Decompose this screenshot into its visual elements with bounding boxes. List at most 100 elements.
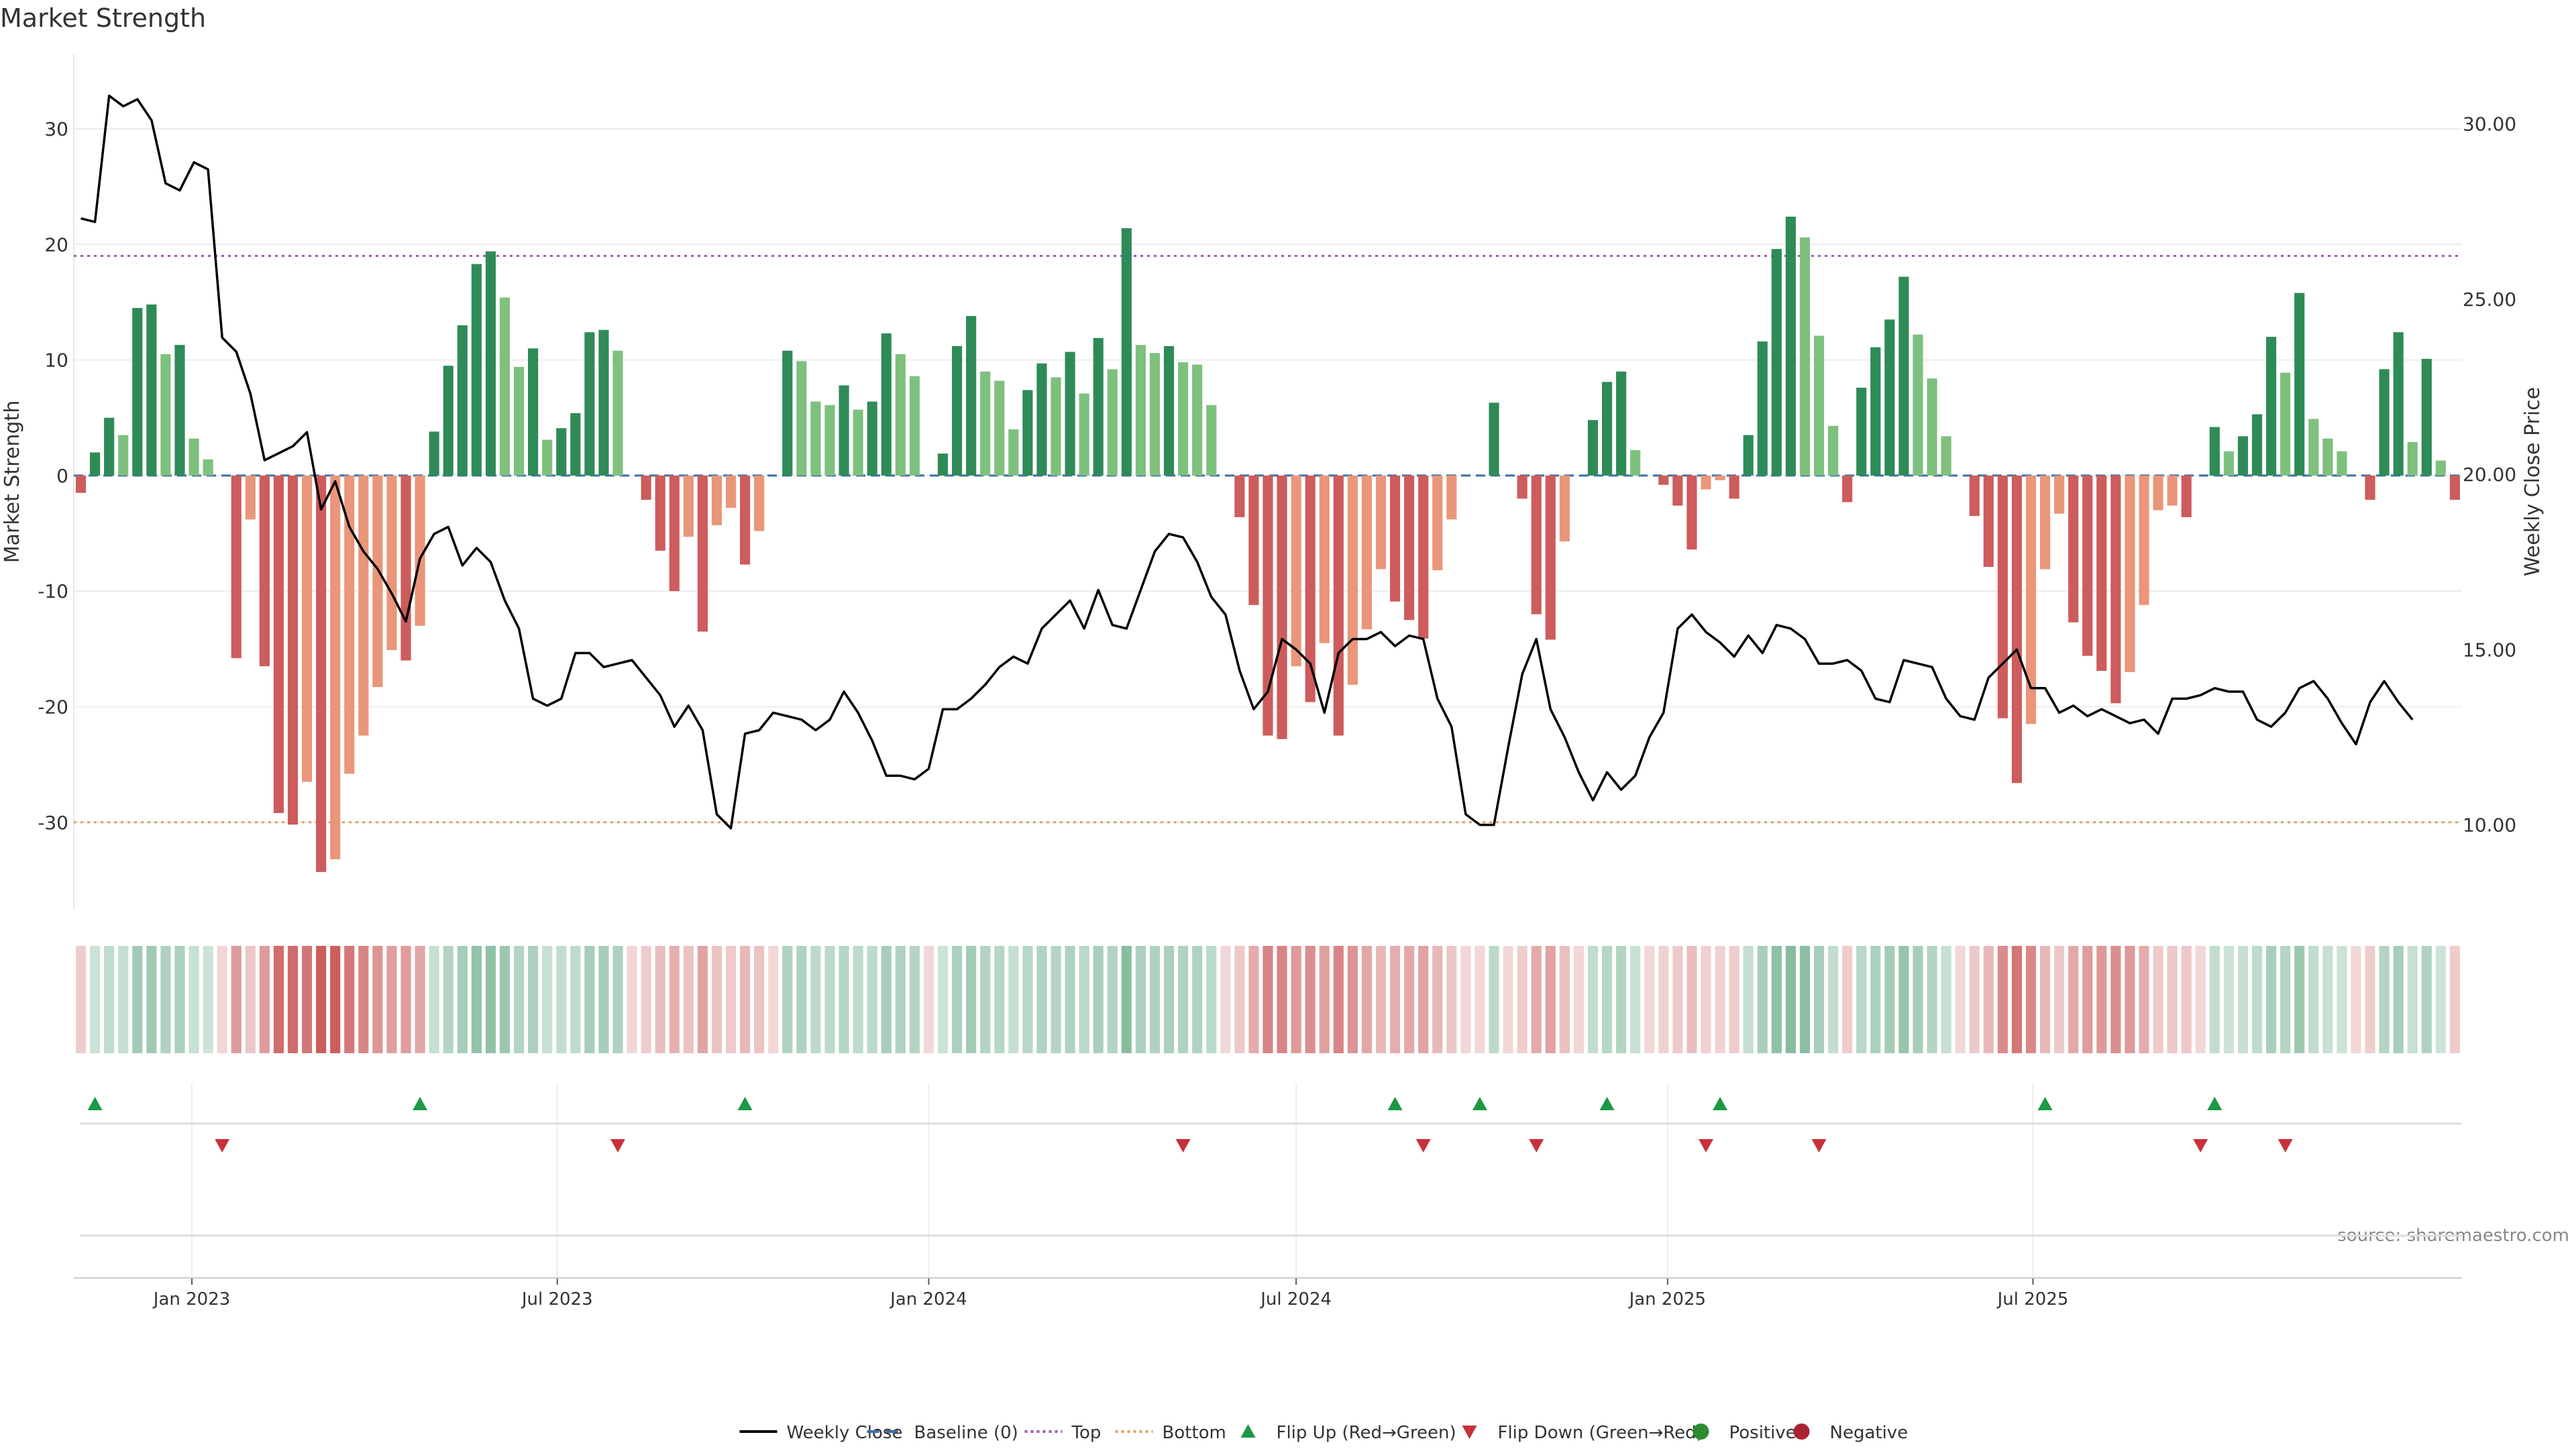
strength-bar	[881, 333, 892, 476]
flip-up-marker	[413, 1097, 428, 1110]
heat-cell	[1390, 946, 1401, 1053]
strength-bar	[415, 475, 425, 626]
heat-cell	[1432, 946, 1443, 1053]
heat-cell	[231, 946, 241, 1053]
right-tick-label: 10.00	[2463, 814, 2516, 837]
heat-cell	[217, 946, 227, 1053]
heat-cell	[1093, 946, 1104, 1053]
heat-cell	[683, 946, 694, 1053]
strength-bar	[1715, 475, 1725, 480]
strength-bar	[160, 354, 171, 476]
weekly-close-line	[80, 94, 2414, 830]
strength-bar	[853, 409, 863, 476]
heat-cell	[966, 946, 977, 1053]
strength-bar	[75, 475, 87, 493]
x-tick-label: Jul 2023	[521, 1289, 593, 1309]
heat-cell	[2054, 946, 2065, 1053]
heat-cell	[1729, 946, 1739, 1053]
flip-down-marker	[1811, 1139, 1827, 1152]
heat-cell	[1517, 946, 1527, 1053]
heat-cell	[627, 946, 637, 1053]
heat-cell	[994, 946, 1005, 1053]
strength-bar	[1757, 341, 1768, 476]
flip-up-marker	[1713, 1097, 1728, 1110]
heat-cell	[937, 946, 949, 1053]
heat-cell	[386, 946, 397, 1053]
legend-label: Top	[1071, 1423, 1102, 1443]
heat-cell	[824, 946, 835, 1053]
heat-cell	[853, 946, 863, 1053]
heat-cell	[2195, 946, 2206, 1053]
heat-cell	[1884, 946, 1895, 1053]
strength-bar	[1234, 475, 1245, 517]
flip-up-marker	[1387, 1097, 1403, 1110]
heat-cell	[1220, 946, 1231, 1053]
strength-bar	[584, 332, 595, 476]
left-tick-label: 10	[44, 350, 68, 372]
strength-bar	[669, 475, 680, 592]
x-tick-label: Jul 2025	[1996, 1289, 2069, 1309]
strength-bar	[1842, 475, 1853, 502]
strength-bar	[1587, 420, 1599, 476]
strength-bar	[2294, 292, 2305, 476]
heat-cell	[1799, 946, 1811, 1053]
strength-bar	[1149, 353, 1161, 476]
flip-down-marker	[1175, 1139, 1191, 1152]
strength-bar	[259, 475, 270, 667]
flip-down-marker	[1415, 1139, 1431, 1152]
heat-cell	[2407, 946, 2418, 1053]
heat-cell	[1828, 946, 1839, 1053]
heat-cell	[1785, 946, 1796, 1053]
heat-cell	[1065, 946, 1075, 1053]
strength-bar	[1997, 475, 2008, 718]
strength-bar	[1107, 369, 1118, 476]
heat-cell	[1983, 946, 1994, 1053]
flip-up-marker	[1472, 1097, 1487, 1110]
flip-down-marker	[610, 1139, 626, 1152]
heat-cell	[796, 946, 807, 1053]
heat-cell	[245, 946, 256, 1053]
strength-bar	[598, 329, 609, 476]
heat-cell	[132, 946, 143, 1053]
heat-cell	[839, 946, 849, 1053]
heat-cell	[881, 946, 892, 1053]
heat-cell	[528, 946, 539, 1053]
strength-bar	[1263, 475, 1273, 736]
heat-cell	[1489, 946, 1499, 1053]
heat-cell	[415, 946, 425, 1053]
strength-bar	[1771, 249, 1782, 476]
strength-bar	[1870, 347, 1881, 476]
strength-bar	[2011, 475, 2023, 784]
heat-cell	[75, 946, 87, 1053]
strength-bar	[1319, 475, 1330, 643]
legend-symbol-flip-up	[1240, 1424, 1256, 1438]
heat-cell	[2251, 946, 2263, 1053]
heat-cell	[1248, 946, 1259, 1053]
legend-label: Positive	[1729, 1423, 1796, 1443]
heat-cell	[1474, 946, 1485, 1053]
strength-bar	[1828, 425, 1839, 476]
x-tick-label: Jan 2023	[152, 1289, 231, 1309]
strength-bar	[1785, 216, 1796, 476]
heat-cell	[1107, 946, 1118, 1053]
heat-cell	[358, 946, 369, 1053]
strength-bar	[2054, 475, 2065, 514]
heat-cell	[2223, 946, 2235, 1053]
heat-cell	[2181, 946, 2192, 1053]
strength-bar	[316, 475, 327, 872]
strength-bar	[2266, 337, 2277, 476]
strength-bar	[485, 251, 496, 476]
strength-bar	[400, 475, 411, 661]
heat-cell	[2393, 946, 2404, 1053]
heat-cell	[1121, 946, 1132, 1053]
strength-bar	[2435, 460, 2446, 476]
heat-cell	[951, 946, 963, 1053]
strength-bar	[542, 439, 553, 476]
strength-bar	[1517, 475, 1527, 499]
flip-up-marker	[1599, 1097, 1615, 1110]
strength-bar	[2139, 475, 2149, 605]
heat-cell	[90, 946, 101, 1053]
flip-down-marker	[2193, 1139, 2208, 1152]
heat-cell	[909, 946, 920, 1053]
heat-cell	[1686, 946, 1697, 1053]
